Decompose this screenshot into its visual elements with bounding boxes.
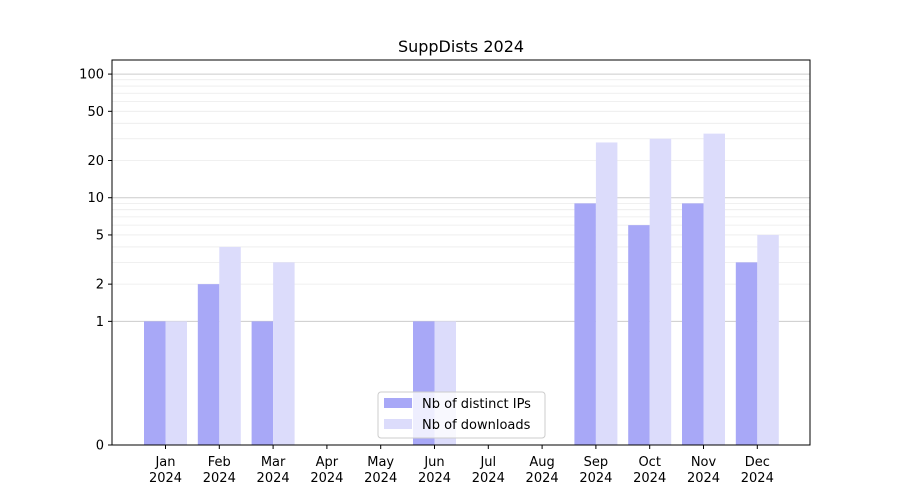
bar-downloads — [649, 138, 672, 446]
x-tick-label-year: 2024 — [526, 471, 559, 486]
bar-distinct-ips — [197, 284, 220, 445]
bar-distinct-ips — [251, 321, 274, 445]
x-tick-label-month: Oct — [638, 455, 660, 470]
x-tick-label-year: 2024 — [472, 471, 505, 486]
x-tick-label-year: 2024 — [418, 471, 451, 486]
y-tick-label: 50 — [87, 105, 104, 120]
chart-title: SuppDists 2024 — [398, 37, 524, 56]
bar-downloads — [703, 133, 725, 445]
x-tick-label-year: 2024 — [310, 471, 343, 486]
bar-distinct-ips — [144, 321, 166, 445]
bar-distinct-ips — [682, 203, 704, 445]
y-tick-label: 1 — [96, 315, 104, 330]
x-tick-label-month: Dec — [745, 455, 770, 470]
grid-layer — [112, 73, 810, 322]
x-tick-label-year: 2024 — [364, 471, 397, 486]
x-tick-label-month: Apr — [316, 455, 339, 470]
y-tick-label: 2 — [96, 278, 104, 293]
x-tick-label-month: May — [367, 455, 394, 470]
x-tick-label-year: 2024 — [257, 471, 290, 486]
x-tick-label-year: 2024 — [741, 471, 774, 486]
y-tick-label: 5 — [96, 228, 104, 243]
legend: Nb of distinct IPs Nb of downloads — [377, 391, 546, 439]
y-tick-label: 0 — [96, 439, 104, 454]
bar-distinct-ips — [574, 203, 596, 445]
bar-downloads — [757, 234, 779, 445]
bar-downloads — [273, 262, 295, 445]
x-tick-label-month: Mar — [261, 455, 286, 470]
x-tick-label-month: Jan — [154, 455, 175, 470]
bar-downloads — [219, 246, 241, 445]
y-tick-label: 100 — [79, 68, 104, 83]
bar-distinct-ips — [735, 262, 758, 445]
legend-swatch — [384, 419, 412, 429]
bar-downloads — [595, 142, 618, 445]
x-tick-label-year: 2024 — [633, 471, 666, 486]
x-tick-label-year: 2024 — [579, 471, 612, 486]
x-tick-label-month: Jun — [423, 455, 444, 470]
x-tick-label-year: 2024 — [203, 471, 236, 486]
plot-frame — [111, 59, 811, 446]
y-tick-label: 10 — [87, 191, 104, 206]
x-tick-label-month: Nov — [691, 455, 717, 470]
x-tick-label-month: Feb — [208, 455, 231, 470]
legend-swatch — [384, 398, 412, 408]
x-tick-label-year: 2024 — [149, 471, 182, 486]
legend-label: Nb of distinct IPs — [422, 397, 531, 412]
x-tick-label-month: Aug — [529, 455, 554, 470]
x-axis: Jan2024Feb2024Mar2024Apr2024May2024Jun20… — [149, 445, 774, 486]
x-tick-label-month: Jul — [479, 455, 496, 470]
y-tick-label: 20 — [87, 154, 104, 169]
bar-downloads — [165, 321, 187, 445]
y-axis: 0 1 2 5 10 20 50 100 — [79, 68, 112, 454]
x-tick-label-month: Sep — [584, 455, 609, 470]
bar-distinct-ips — [628, 225, 650, 445]
x-tick-label-year: 2024 — [687, 471, 720, 486]
legend-label: Nb of downloads — [422, 418, 531, 433]
legend-box — [377, 391, 546, 439]
